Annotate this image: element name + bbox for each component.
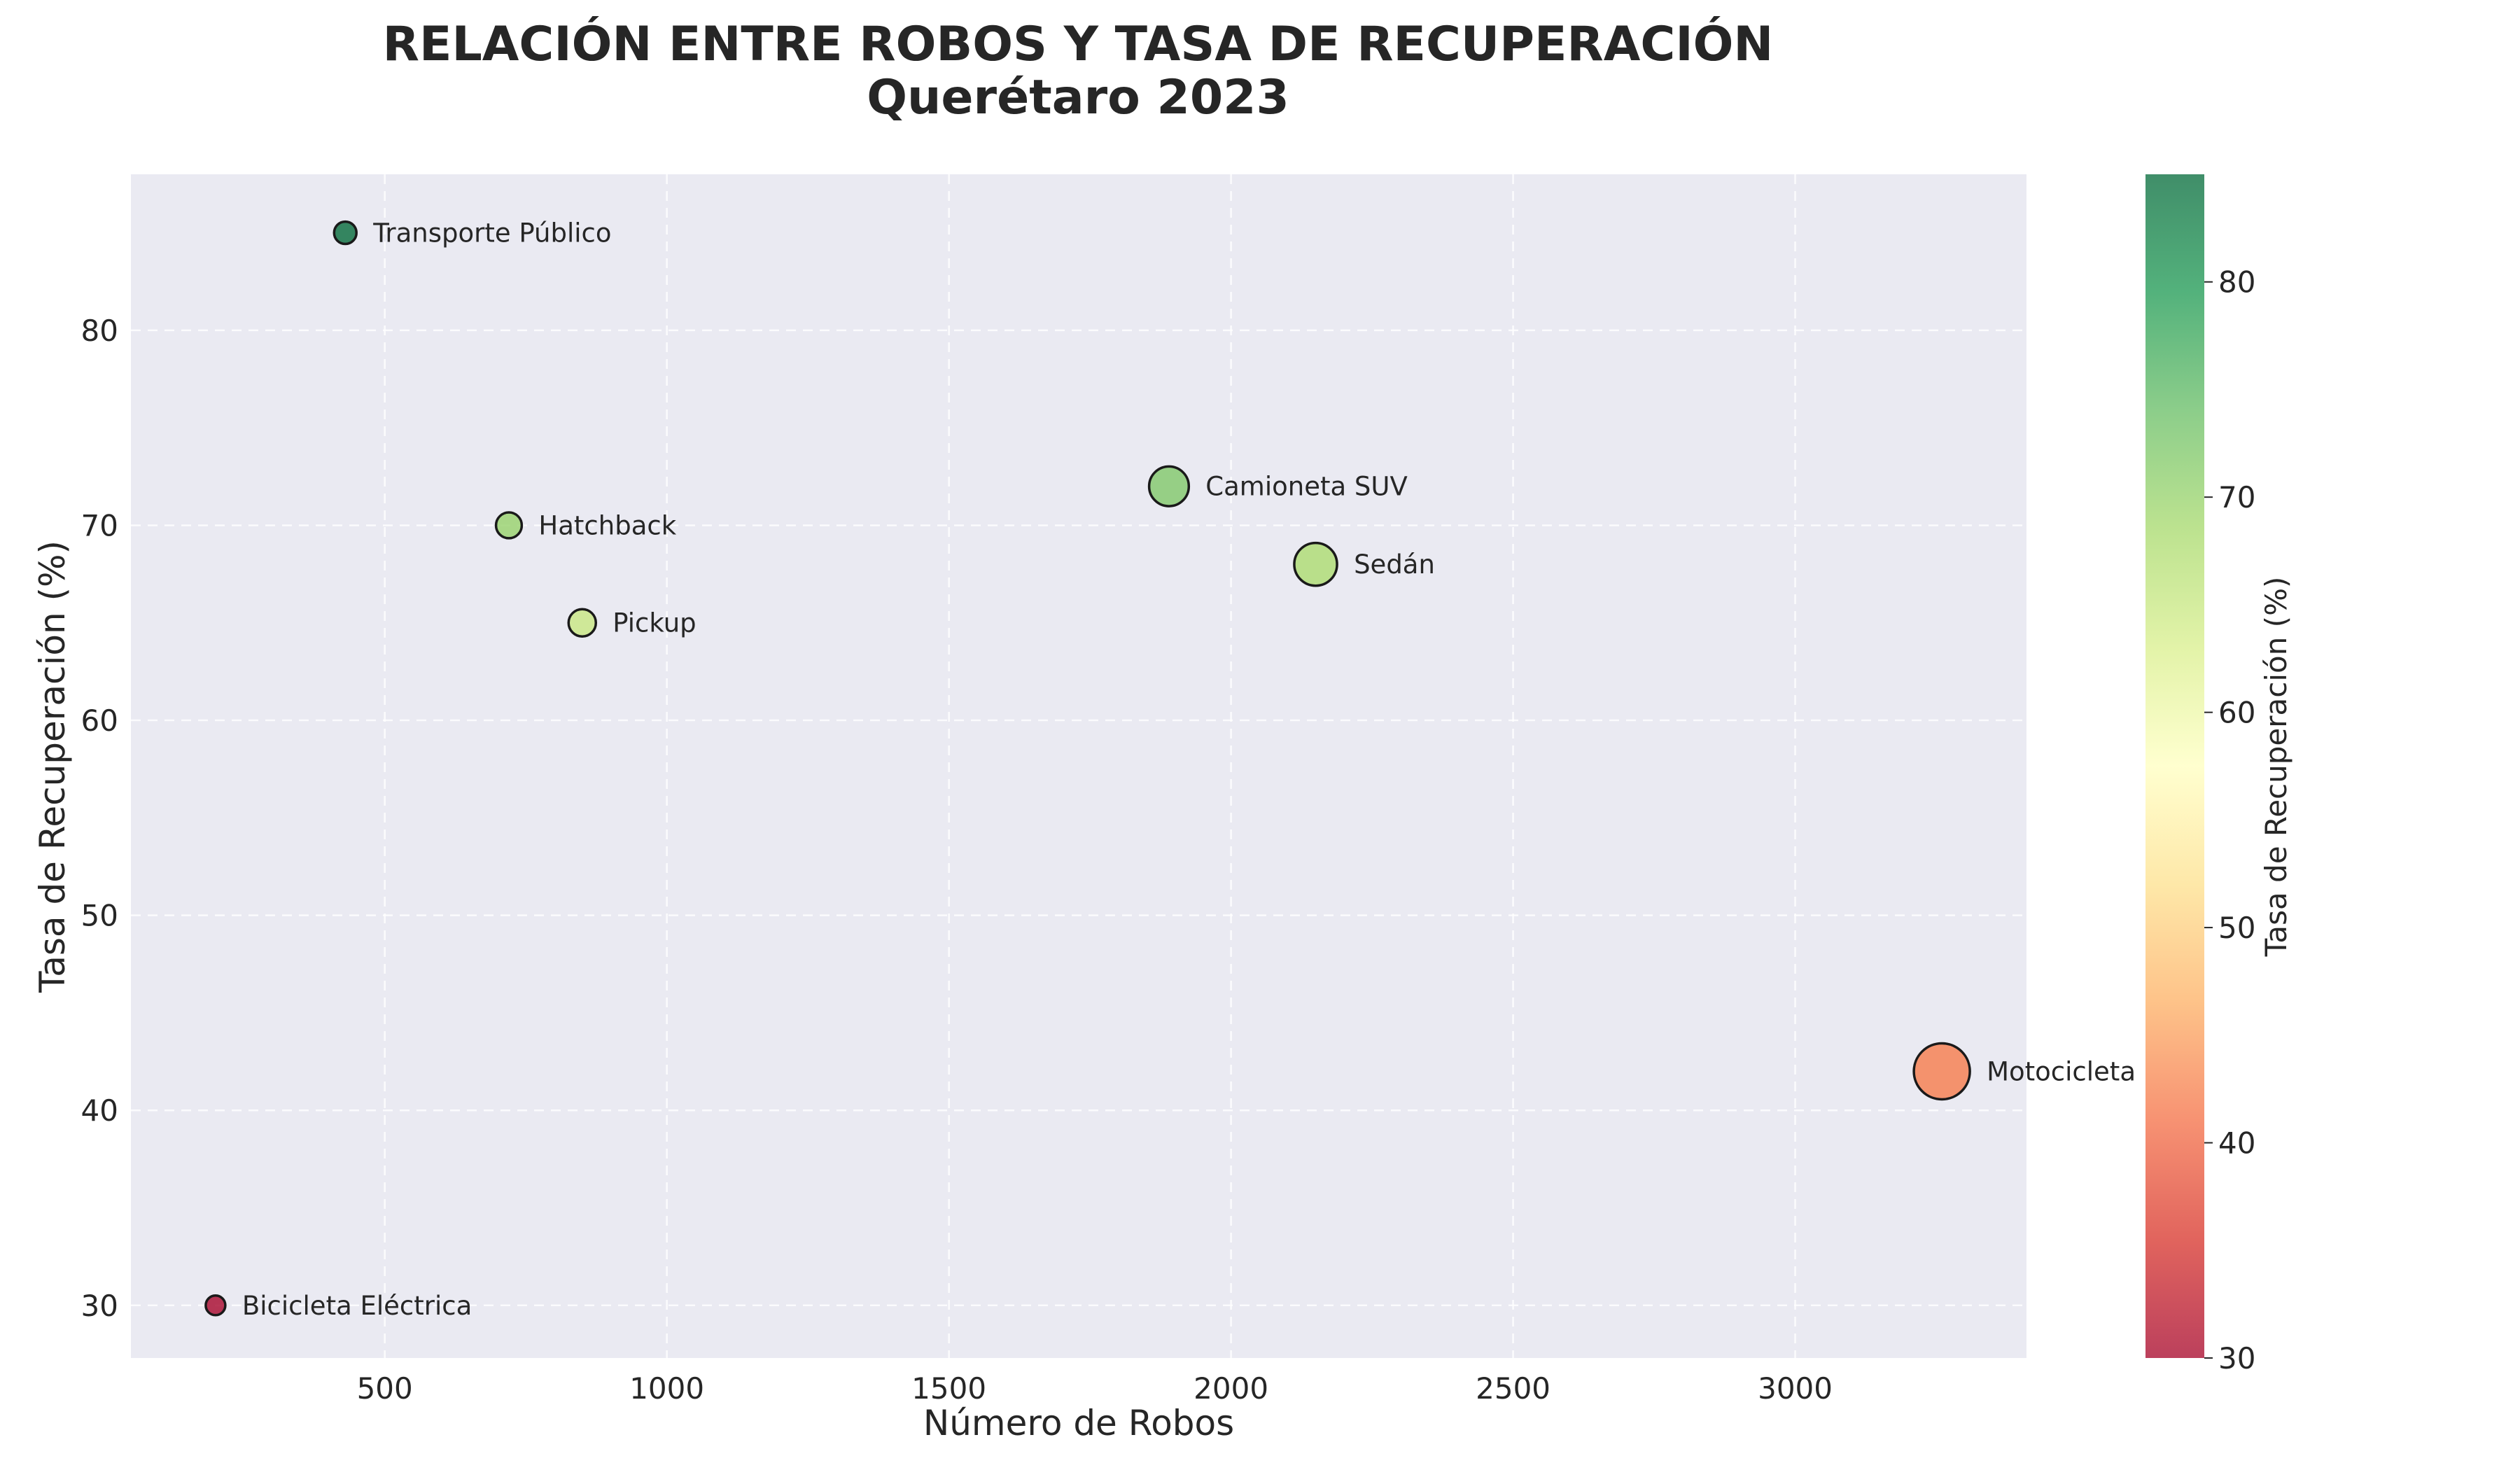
data-point [1912,1042,1971,1101]
colorbar-tick-label: 80 [2218,265,2255,300]
colorbar-tick-label: 60 [2218,696,2255,730]
data-point-label: Transporte Público [372,218,611,248]
x-tick-label: 2500 [1476,1371,1550,1406]
x-tick-label: 500 [357,1371,413,1406]
y-tick-label: 70 [81,508,118,542]
data-point [1147,465,1191,507]
colorbar-tick-label: 30 [2218,1341,2255,1376]
y-axis-label: Tasa de Recuperación (%) [32,540,73,993]
chart-title: RELACIÓN ENTRE ROBOS Y TASA DE RECUPERAC… [383,16,1774,72]
data-point [1293,541,1338,587]
data-point-label: Bicicleta Eléctrica [242,1291,472,1321]
y-tick-label: 50 [81,899,118,933]
x-tick-label: 2000 [1194,1371,1268,1406]
colorbar-tick-label: 50 [2218,911,2255,945]
x-axis-label: Número de Robos [923,1403,1234,1443]
data-point-label: Hatchback [538,510,676,540]
x-tick-label: 1000 [629,1371,704,1406]
x-tick-label: 1500 [911,1371,986,1406]
chart-subtitle: Querétaro 2023 [867,70,1289,125]
x-axis-ticks: 500 1000 1500 2000 2500 3000 [357,1371,1833,1406]
data-point-label: Camioneta SUV [1205,472,1408,502]
colorbar-ticks: 30 40 50 60 70 80 [2204,265,2255,1376]
grid [131,174,2026,1358]
y-tick-label: 40 [81,1093,118,1128]
colorbar [2146,174,2204,1358]
data-point-label: Pickup [612,608,696,638]
y-axis-ticks: 30 40 50 60 70 80 [81,314,118,1323]
colorbar-tick-label: 70 [2218,480,2255,514]
colorbar-label: Tasa de Recuperación (%) [2259,577,2293,958]
colorbar-tick-label: 40 [2218,1126,2255,1161]
plot-area [131,174,2026,1358]
data-point-label: Motocicleta [1987,1056,2136,1086]
data-point [204,1294,227,1317]
y-tick-label: 30 [81,1289,118,1323]
data-point [332,220,358,246]
data-point-label: Sedán [1354,550,1435,580]
y-tick-label: 80 [81,314,118,348]
x-tick-label: 3000 [1758,1371,1833,1406]
data-point [567,608,598,638]
data-point [494,511,524,540]
y-tick-label: 60 [81,704,118,738]
data-points: Transporte Público Hatchback Pickup Camione… [204,218,2136,1321]
